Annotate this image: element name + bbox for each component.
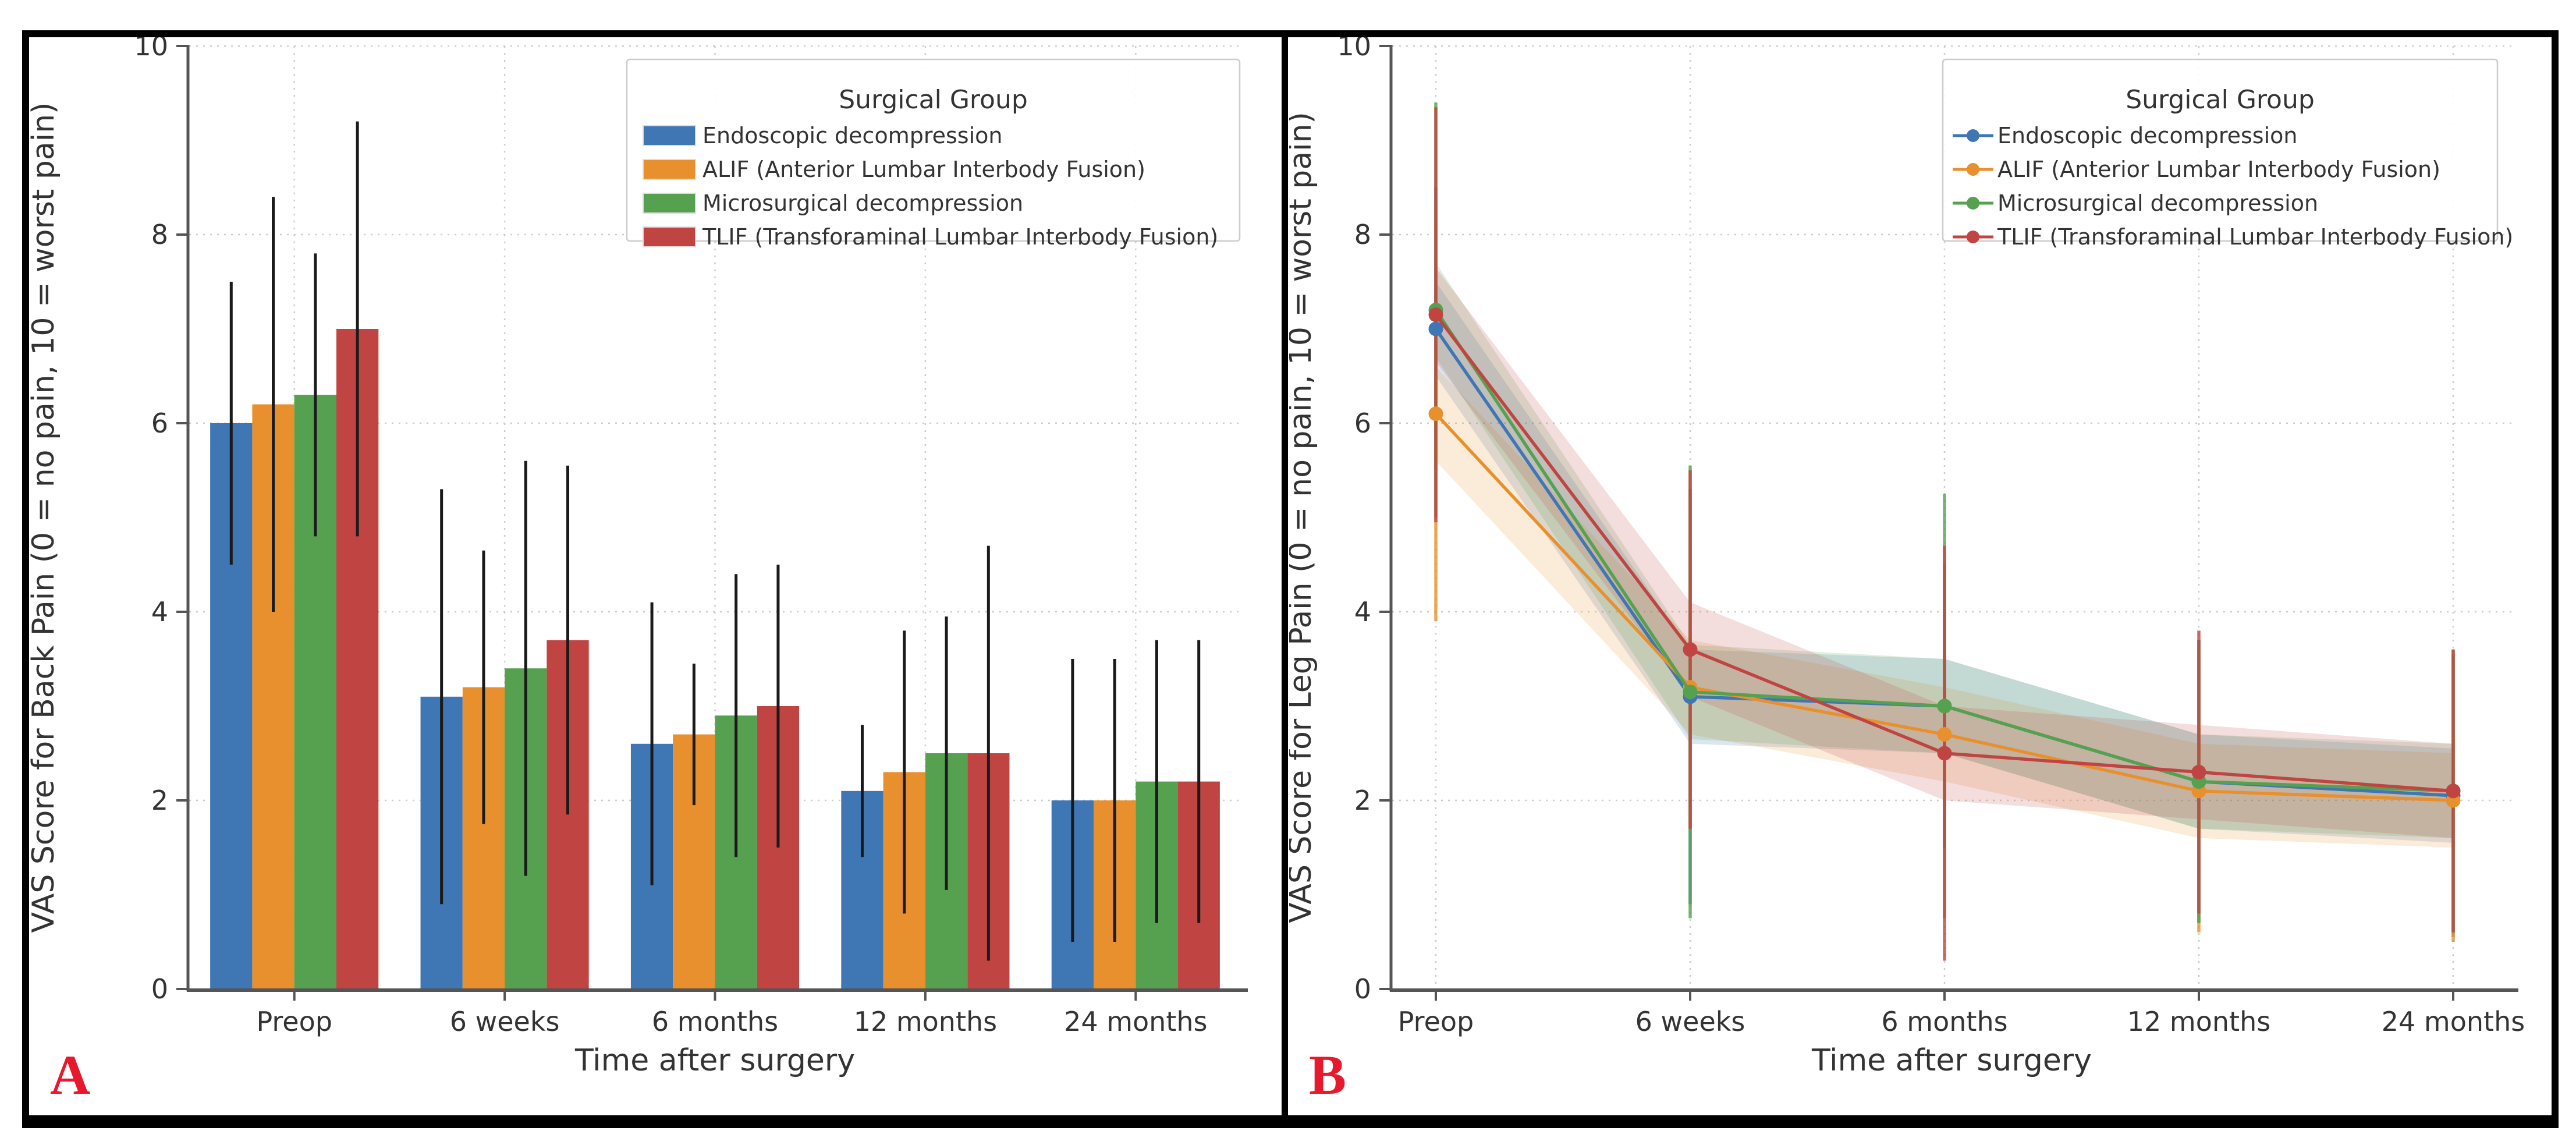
marker [1428,307,1443,322]
x-tick-label: 12 months [854,1006,997,1037]
legend-swatch [643,226,696,247]
marker [1683,642,1698,657]
y-tick-label: 10 [134,37,168,62]
x-tick-label: 6 months [1881,1006,2007,1037]
x-axis-label: Time after surgery [1811,1043,2092,1078]
y-tick-label: 2 [151,785,168,816]
legend-marker [1967,231,1979,243]
axes: 0 2 4 6 8 10 Preop 6 weeks 6 months 12 months 24 m… [1337,37,2525,1037]
axes: 0 2 4 6 8 10 Preop 6 weeks 6 months 12 months 24 m… [134,37,1248,1037]
panel-letter-a: A [50,1044,91,1106]
y-tick-label: 4 [1354,596,1371,628]
legend-box [1942,58,2499,242]
marker [1428,321,1443,336]
legend-item-label: ALIF (Anterior Lumbar Interbody Fusion) [702,157,1145,182]
marker [1428,406,1443,421]
y-tick-label: 6 [151,407,168,439]
y-tick-label: 0 [151,973,168,1005]
series-tlif-transforaminal-lumbar-interbody-fusion [1428,307,2461,799]
y-tick-label: 10 [1337,37,1371,62]
legend-item-endoscopic-decompression: Endoscopic decompression [643,123,1003,148]
legend-swatch [643,125,696,146]
marker [2191,764,2206,779]
legend-title: Surgical Group [2126,85,2315,115]
marker [1937,727,1952,742]
back-pain-bar-chart: 0 2 4 6 8 10 Preop 6 weeks 6 months 12 months 24 m… [30,37,1248,1078]
legend-marker [1967,163,1979,176]
marker [2446,784,2461,799]
x-tick-label: 6 months [652,1006,778,1037]
y-tick-label: 4 [151,596,168,628]
y-tick-label: 6 [1354,407,1371,439]
legend-item-microsurgical-decompression: Microsurgical decompression [1953,190,2318,216]
legend-item-alif-anterior-lumbar-interbody-fusion: ALIF (Anterior Lumbar Interbody Fusion) [643,157,1145,182]
legend-swatch [643,193,696,214]
y-axis-label: VAS Score for Back Pain (0 = no pain, 10… [30,102,61,933]
panel-back-pain: 0 2 4 6 8 10 Preop 6 weeks 6 months 12 months 24 m… [30,37,1282,1108]
panel-leg-pain: 0 2 4 6 8 10 Preop 6 weeks 6 months 12 months 24 m… [1289,37,2552,1108]
marker [1937,699,1952,714]
legend-box [626,58,1241,242]
panel-letter-b: B [1309,1044,1347,1106]
x-tick-label: 24 months [1064,1006,1207,1037]
error-bars-microsurgical-decompression [314,253,1158,923]
x-tick-label: 24 months [2382,1006,2525,1037]
legend: Surgical Group Endoscopic decompression AL… [626,58,1241,250]
leg-pain-line-chart: 0 2 4 6 8 10 Preop 6 weeks 6 months 12 months 24 m… [1289,37,2525,1078]
x-tick-label: Preop [1398,1006,1474,1037]
error-bars-endoscopic-decompression [229,282,1074,942]
legend-item-label: TLIF (Transforaminal Lumbar Interbody Fu… [1997,224,2513,250]
legend-marker [1967,197,1979,210]
legend-item-alif-anterior-lumbar-interbody-fusion: ALIF (Anterior Lumbar Interbody Fusion) [1953,157,2440,182]
y-tick-label: 2 [1354,785,1371,816]
x-tick-label: Preop [256,1006,332,1037]
legend-item-tlif-transforaminal-lumbar-interbody-fusion: TLIF (Transforaminal Lumbar Interbody Fu… [643,224,1218,250]
marker [1937,746,1952,761]
legend-item-label: TLIF (Transforaminal Lumbar Interbody Fu… [702,224,1218,250]
y-axis-label: VAS Score for Leg Pain (0 = no pain, 10 … [1289,112,1318,923]
marker [1683,685,1698,700]
legend-item-microsurgical-decompression: Microsurgical decompression [643,190,1023,216]
legend-item-label: Microsurgical decompression [702,190,1023,216]
x-tick-label: 6 weeks [1635,1006,1745,1037]
legend-item-endoscopic-decompression: Endoscopic decompression [1953,123,2298,148]
y-tick-label: 8 [151,219,168,250]
y-tick-label: 8 [1354,219,1371,250]
x-tick-label: 12 months [2127,1006,2270,1037]
error-bars-tlif-transforaminal-lumbar-interbody-fusion [356,121,1201,961]
legend-item-label: Endoscopic decompression [702,123,1003,148]
x-axis-label: Time after surgery [574,1043,855,1078]
legend-item-label: ALIF (Anterior Lumbar Interbody Fusion) [1997,157,2440,182]
legend-item-label: Microsurgical decompression [1997,190,2318,216]
legend-item-label: Endoscopic decompression [1997,123,2298,148]
legend-swatch [643,159,696,180]
legend: Surgical Group Endoscopic decompression AL… [1942,58,2513,250]
legend-marker [1967,129,1979,142]
y-tick-label: 0 [1354,973,1371,1005]
legend-title: Surgical Group [839,85,1028,115]
error-bars-alif-anterior-lumbar-interbody-fusion [272,197,1116,942]
x-tick-label: 6 weeks [450,1006,560,1037]
legend-item-tlif-transforaminal-lumbar-interbody-fusion: TLIF (Transforaminal Lumbar Interbody Fu… [1953,224,2513,250]
panel-divider [1282,30,1288,1128]
